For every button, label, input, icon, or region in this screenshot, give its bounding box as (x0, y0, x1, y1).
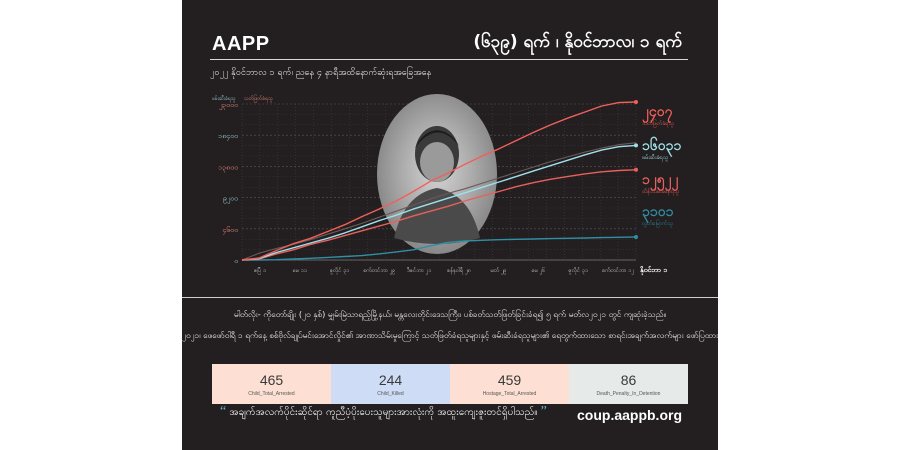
series-line (242, 236, 637, 261)
x-tick-label: စက်တင်ဘာ ၂၉ (363, 266, 395, 275)
line-chart: ၀ ၄၆၀၀ ၉၂၀၀ ၁၃၈၀၀ ၁၈၄၀၀ ၂၃၀၀၀ ဧပြီ ၁ မေ ၁၁ ဇူလိ… (212, 94, 682, 276)
y-top-label: သတ်ဖြတ်ခံရသူ (243, 95, 273, 102)
series-end-value: ၃၁၀၁ (642, 204, 674, 223)
stat-label: Child_Killed (377, 391, 404, 397)
section-divider (182, 297, 718, 298)
stat-label: Death_Penalty_In_Detention (596, 391, 661, 397)
x-tick-label: မေ ၂၆ (532, 266, 546, 275)
x-tick-label: မတ် ၂၉ (491, 266, 507, 275)
caption-paragraph-2: ၂၀၂၁၊ ဖေဖော်ဝါရီ ၁ ရက်နေ့ စစ်ဗိုလ်ချုပ်မ… (182, 330, 718, 340)
series-end-value: ၁၂၅၂၂ (642, 172, 680, 191)
series-end-point (634, 234, 638, 239)
acknowledgement-text: အချက်အလက်ပိုင်းဆိုင်ရာ ကူညီပံ့ပိုးပေးသူမ… (229, 407, 538, 418)
y-tick-label: ၄၆၀၀ (222, 226, 238, 235)
series-line (241, 101, 637, 261)
website-link[interactable]: coup.aappb.org (577, 407, 682, 423)
series-end-name: ဖမ်းဆီးခံရသူ (642, 153, 668, 162)
infographic-poster: AAPP (၆၃၉) ရက် ၊ နိုဝင်ဘာလ၊ ၁ ရက် ၂၀၂၂ န… (182, 0, 718, 450)
stat-child-killed: 244 Child_Killed (331, 364, 450, 404)
y-tick-label: ၉၂၀၀ (223, 195, 238, 204)
caption-paragraph-1: မါတ်လိုး- ကိုတော်ချိုး (၂၀ နှစ်) မျှမ်းမ… (233, 309, 667, 319)
stat-hostage-total-arrested: 459 Hostage_Total_Arrested (450, 364, 569, 404)
open-quote-icon: “ (220, 404, 227, 419)
stat-death-penalty: 86 Death_Penalty_In_Detention (569, 364, 688, 404)
stat-child-total-arrested: 465 Child_Total_Arrested (212, 364, 331, 404)
x-tick-label: ဇန်နဝါရီ ၂၈ (447, 266, 471, 275)
chart-series (241, 99, 638, 261)
series-end-point (634, 143, 638, 148)
y-tick-label: ၁၈၄၀၀ (218, 132, 238, 141)
series-line (241, 142, 637, 261)
stat-label: Child_Total_Arrested (248, 391, 295, 397)
y-tick-label: ၂၃၀၀၀ (218, 101, 238, 110)
portrait-photo (377, 94, 497, 254)
series-line (241, 169, 637, 261)
series-end-name: ထိန်းသိမ်းခံနေရသူ (642, 187, 679, 196)
series-end-name: လွတ်မြောက်သူ (642, 218, 673, 228)
series-end-labels: ၂၄၀၇သတ်ဖြတ်ခံရသူ၁၆၀၃၁ဖမ်းဆီးခံရသူ၁၂၅၂၂ထိ… (642, 104, 682, 228)
stat-label: Hostage_Total_Arrested (482, 391, 537, 397)
brand-logo-text: AAPP (212, 33, 270, 55)
stat-value: 465 (259, 372, 284, 388)
y-axis-top-labels: ဖမ်းဆီးခံရသူ သတ်ဖြတ်ခံရသူ (212, 95, 273, 102)
series-end-value: ၂၄၀၇ (642, 104, 674, 123)
stat-value: 244 (378, 372, 403, 388)
series-end-value: ၁၆၀၃၁ (642, 137, 682, 157)
subtitle: ၂၀၂၂ နိုဝင်ဘာလ ၁ ရက်၊ ညနေ ၄ နာရီအထိနောက်… (210, 68, 432, 78)
stats-bar: 465 Child_Total_Arrested 244 Child_Kille… (212, 364, 688, 404)
series-end-point (634, 99, 638, 104)
series-end-point (634, 167, 638, 172)
x-tick-label: ဇူလိုင် ၃၁ (569, 266, 588, 275)
y-axis-ticks: ၀ ၄၆၀၀ ၉၂၀၀ ၁၃၈၀၀ ၁၈၄၀၀ ၂၃၀၀၀ (218, 101, 238, 265)
acknowledgement-note: “ အချက်အလက်ပိုင်းဆိုင်ရာ ကူညီပံ့ပိုးပေးသ… (220, 404, 547, 420)
y-top-label: ဖမ်းဆီးခံရသူ (212, 96, 236, 102)
x-axis-ticks: ဧပြီ ၁ မေ ၁၁ ဇူလိုင် ၃၁ စက်တင်ဘာ ၂၉ ဒီဇင်ဘာ … (254, 266, 634, 275)
series-line (241, 144, 637, 261)
x-axis-label: နိုဝင်ဘာ ၁ (639, 266, 667, 276)
x-tick-label: ဇူလိုင် ၃၁ (330, 266, 349, 275)
header-divider (210, 59, 688, 60)
y-tick-label: ၁၃၈၀၀ (218, 163, 238, 172)
stat-value: 459 (497, 372, 522, 388)
x-tick-label: ဧပြီ ၁ (254, 266, 266, 275)
stat-value: 86 (620, 372, 637, 388)
y-tick-label: ၀ (234, 257, 238, 265)
close-quote-icon: ” (540, 404, 547, 419)
series-end-name: သတ်ဖြတ်ခံရသူ (642, 118, 674, 128)
x-tick-label: စက်တင်ဘာ ၁၂ (602, 266, 634, 275)
headline: (၆၃၉) ရက် ၊ နိုဝင်ဘာလ၊ ၁ ရက် (473, 32, 682, 52)
x-tick-label: မေ ၁၁ (293, 268, 307, 274)
x-tick-label: ဒီဇင်ဘာ ၂၁ (407, 266, 431, 275)
